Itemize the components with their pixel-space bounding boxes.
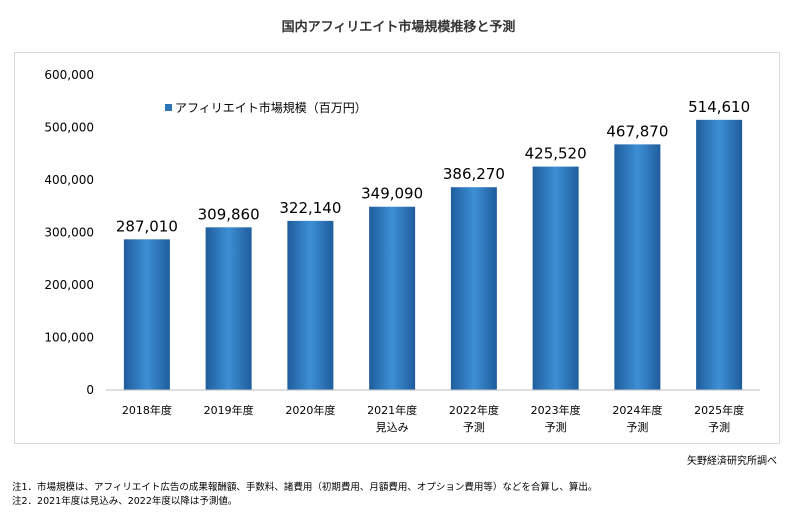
x-axis: 2018年度 2019年度 2020年度 2021年度見込み2022年度予測2023年… xyxy=(106,389,760,434)
bar xyxy=(287,220,334,390)
x-tick-label: 2019年度 xyxy=(204,403,254,417)
chart-title: 国内アフィリエイト市場規模推移と予測 xyxy=(281,20,516,35)
legend: アフィリエイト市場規模（百万円） xyxy=(165,100,367,115)
x-tick-label: 2025年度 xyxy=(694,403,744,417)
x-tick-label: 2020年度 xyxy=(285,403,335,417)
data-label: 425,520 xyxy=(525,145,587,163)
footnote-2: 注2．2021年度は見込み、2022年度以降は予測値。 xyxy=(12,496,238,507)
bar xyxy=(532,166,579,390)
x-tick-label: 予測 xyxy=(626,420,648,434)
bar xyxy=(614,144,661,390)
bar xyxy=(123,239,170,390)
source-credit: 矢野経済研究所調べ xyxy=(687,456,777,467)
x-tick-label: 予測 xyxy=(708,420,730,434)
chart-frame xyxy=(14,52,780,444)
data-label: 309,860 xyxy=(198,205,260,223)
y-tick-label: 300,000 xyxy=(44,226,94,240)
y-tick-label: 0 xyxy=(86,383,94,397)
y-tick-label: 100,000 xyxy=(44,331,94,345)
bar xyxy=(450,187,497,390)
bar-series xyxy=(123,119,743,391)
x-tick-label: 2024年度 xyxy=(612,403,662,417)
x-tick-label: 予測 xyxy=(463,420,485,434)
legend-label: アフィリエイト市場規模（百万円） xyxy=(175,100,367,115)
data-label: 386,270 xyxy=(443,165,505,183)
x-tick-label: 2021年度 xyxy=(367,403,417,417)
bar xyxy=(205,227,252,390)
y-tick-label: 600,000 xyxy=(44,68,94,82)
x-tick-label: 予測 xyxy=(545,420,567,434)
data-label: 514,610 xyxy=(688,98,750,116)
footnotes: 注1．市場規模は、アフィリエイト広告の成果報酬額、手数料、諸費用（初期費用、月額… xyxy=(12,481,597,509)
data-label: 287,010 xyxy=(116,217,178,235)
footnote-1: 注1．市場規模は、アフィリエイト広告の成果報酬額、手数料、諸費用（初期費用、月額… xyxy=(12,482,598,493)
data-labels: 287,010 309,860 322,140 349,090 386,270 425,5… xyxy=(116,98,750,235)
data-label: 467,870 xyxy=(606,122,668,140)
y-tick-label: 500,000 xyxy=(44,121,94,135)
y-tick-label: 200,000 xyxy=(44,278,94,292)
x-tick-label: 2022年度 xyxy=(449,403,499,417)
bar xyxy=(369,206,416,390)
legend-swatch xyxy=(165,104,172,111)
y-tick-label: 400,000 xyxy=(44,173,94,187)
y-axis: 0 100,000 200,000 300,000 400,000 500,000 600,… xyxy=(44,68,94,397)
bar xyxy=(696,119,743,391)
x-tick-label: 2018年度 xyxy=(122,403,172,417)
data-label: 349,090 xyxy=(361,185,423,203)
data-label: 322,140 xyxy=(279,199,341,217)
x-tick-label: 2023年度 xyxy=(531,403,581,417)
x-tick-label: 見込み xyxy=(376,421,409,434)
